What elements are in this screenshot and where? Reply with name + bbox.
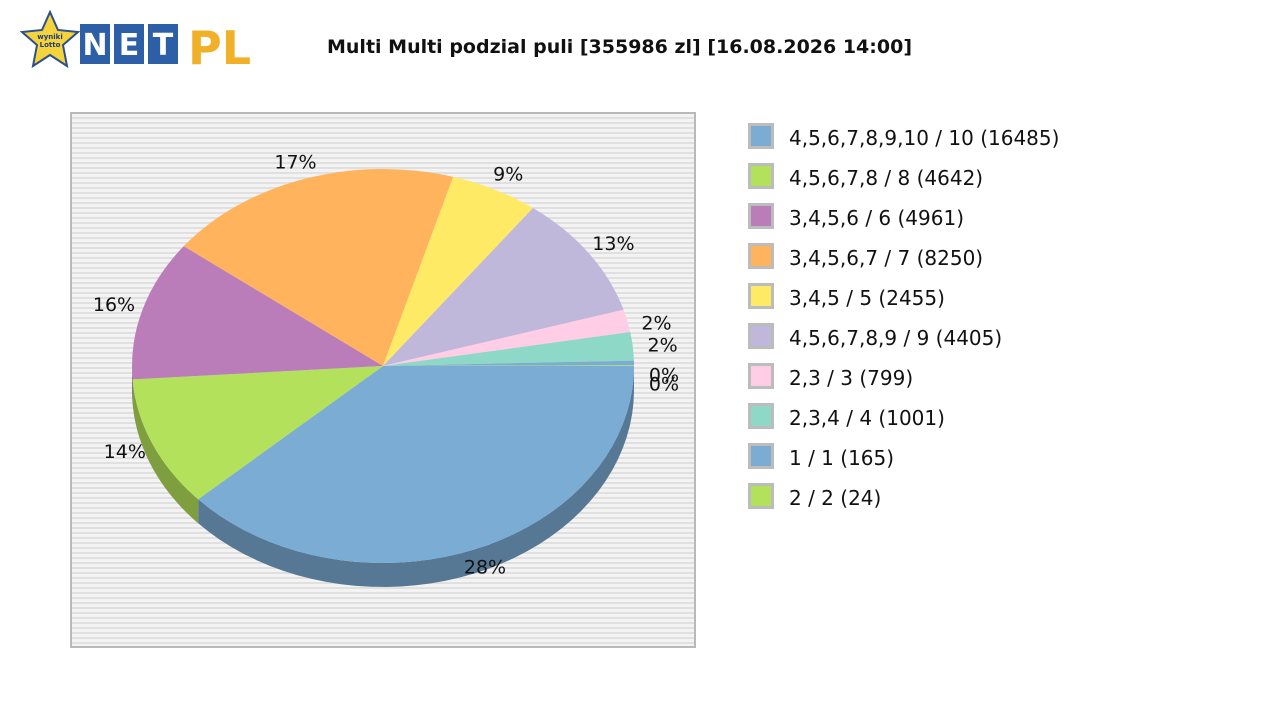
legend-swatch <box>748 483 774 509</box>
netpl-logo: wyniki Lotto N E T PL <box>20 10 251 72</box>
legend-label: 4,5,6,7,8 / 8 (4642) <box>789 166 984 190</box>
legend-swatch <box>748 363 774 389</box>
legend-label: 2 / 2 (24) <box>789 486 882 510</box>
chart-title: Multi Multi podzial puli [355986 zl] [16… <box>327 36 913 58</box>
legend-label: 3,4,5 / 5 (2455) <box>789 286 945 310</box>
legend-label: 4,5,6,7,8,9 / 9 (4405) <box>789 326 1003 350</box>
svg-text:PL: PL <box>188 21 251 72</box>
legend-swatch <box>748 243 774 269</box>
legend-swatch <box>748 283 774 309</box>
legend-label: 3,4,5,6 / 6 (4961) <box>789 206 965 230</box>
legend-label: 2,3,4 / 4 (1001) <box>789 406 945 430</box>
svg-text:E: E <box>119 28 140 63</box>
legend-label: 2,3 / 3 (799) <box>789 366 914 390</box>
svg-text:T: T <box>153 28 174 63</box>
plot-area <box>70 112 696 648</box>
legend-swatch <box>748 163 774 189</box>
legend-swatch <box>748 323 774 349</box>
legend-swatch <box>748 403 774 429</box>
legend-swatch <box>748 203 774 229</box>
legend-label: 3,4,5,6,7 / 7 (8250) <box>789 246 984 270</box>
svg-text:N: N <box>82 28 107 63</box>
legend-label: 1 / 1 (165) <box>789 446 895 470</box>
legend-swatch <box>748 123 774 149</box>
legend-swatch <box>748 443 774 469</box>
svg-text:Lotto: Lotto <box>40 41 61 49</box>
svg-text:wyniki: wyniki <box>37 33 62 41</box>
legend-label: 4,5,6,7,8,9,10 / 10 (16485) <box>789 126 1060 150</box>
lotto-star-icon <box>20 10 81 69</box>
